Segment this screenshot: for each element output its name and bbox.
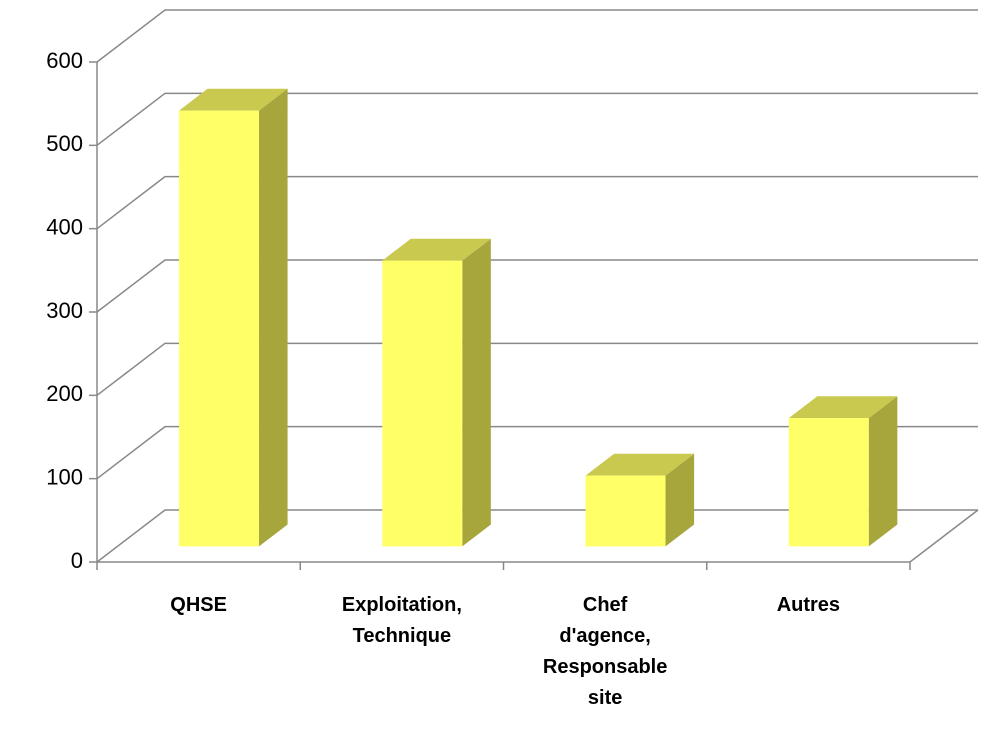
y-tick-label: 100	[46, 464, 83, 489]
bar-side	[868, 396, 898, 547]
y-tick-label: 0	[71, 548, 83, 573]
x-tick-label: Chef d'agence, Responsable site	[543, 594, 667, 709]
bar-side	[665, 453, 695, 547]
bar-top	[382, 238, 491, 261]
bar	[382, 238, 491, 547]
bar	[585, 453, 695, 547]
y-tick-label: 300	[46, 298, 83, 323]
x-tick-label: QHSE	[170, 594, 227, 616]
bar-side	[462, 238, 491, 547]
bar-front	[179, 110, 260, 547]
y-tick-label: 400	[46, 214, 83, 239]
y-tick-label: 200	[46, 381, 83, 406]
y-tick-label: 500	[46, 131, 83, 156]
grid-line	[96, 92, 978, 146]
bar	[788, 396, 898, 547]
x-tick-label: Autres	[777, 594, 840, 616]
bar-side	[259, 88, 288, 547]
grid-line	[96, 175, 978, 230]
bar-front	[788, 418, 869, 547]
grid-line	[96, 509, 978, 563]
bar-top	[585, 453, 695, 476]
bar	[179, 88, 288, 547]
grid-line	[96, 259, 978, 313]
grid-line	[96, 425, 978, 480]
x-tick-label: Exploitation, Technique	[342, 594, 462, 647]
bar-front	[382, 260, 463, 547]
bar-front	[585, 475, 666, 547]
grid-line	[96, 9, 978, 63]
bar-top	[179, 88, 288, 111]
grid-line	[96, 342, 978, 396]
bar-top	[788, 396, 898, 419]
y-tick-label: 600	[46, 48, 83, 73]
